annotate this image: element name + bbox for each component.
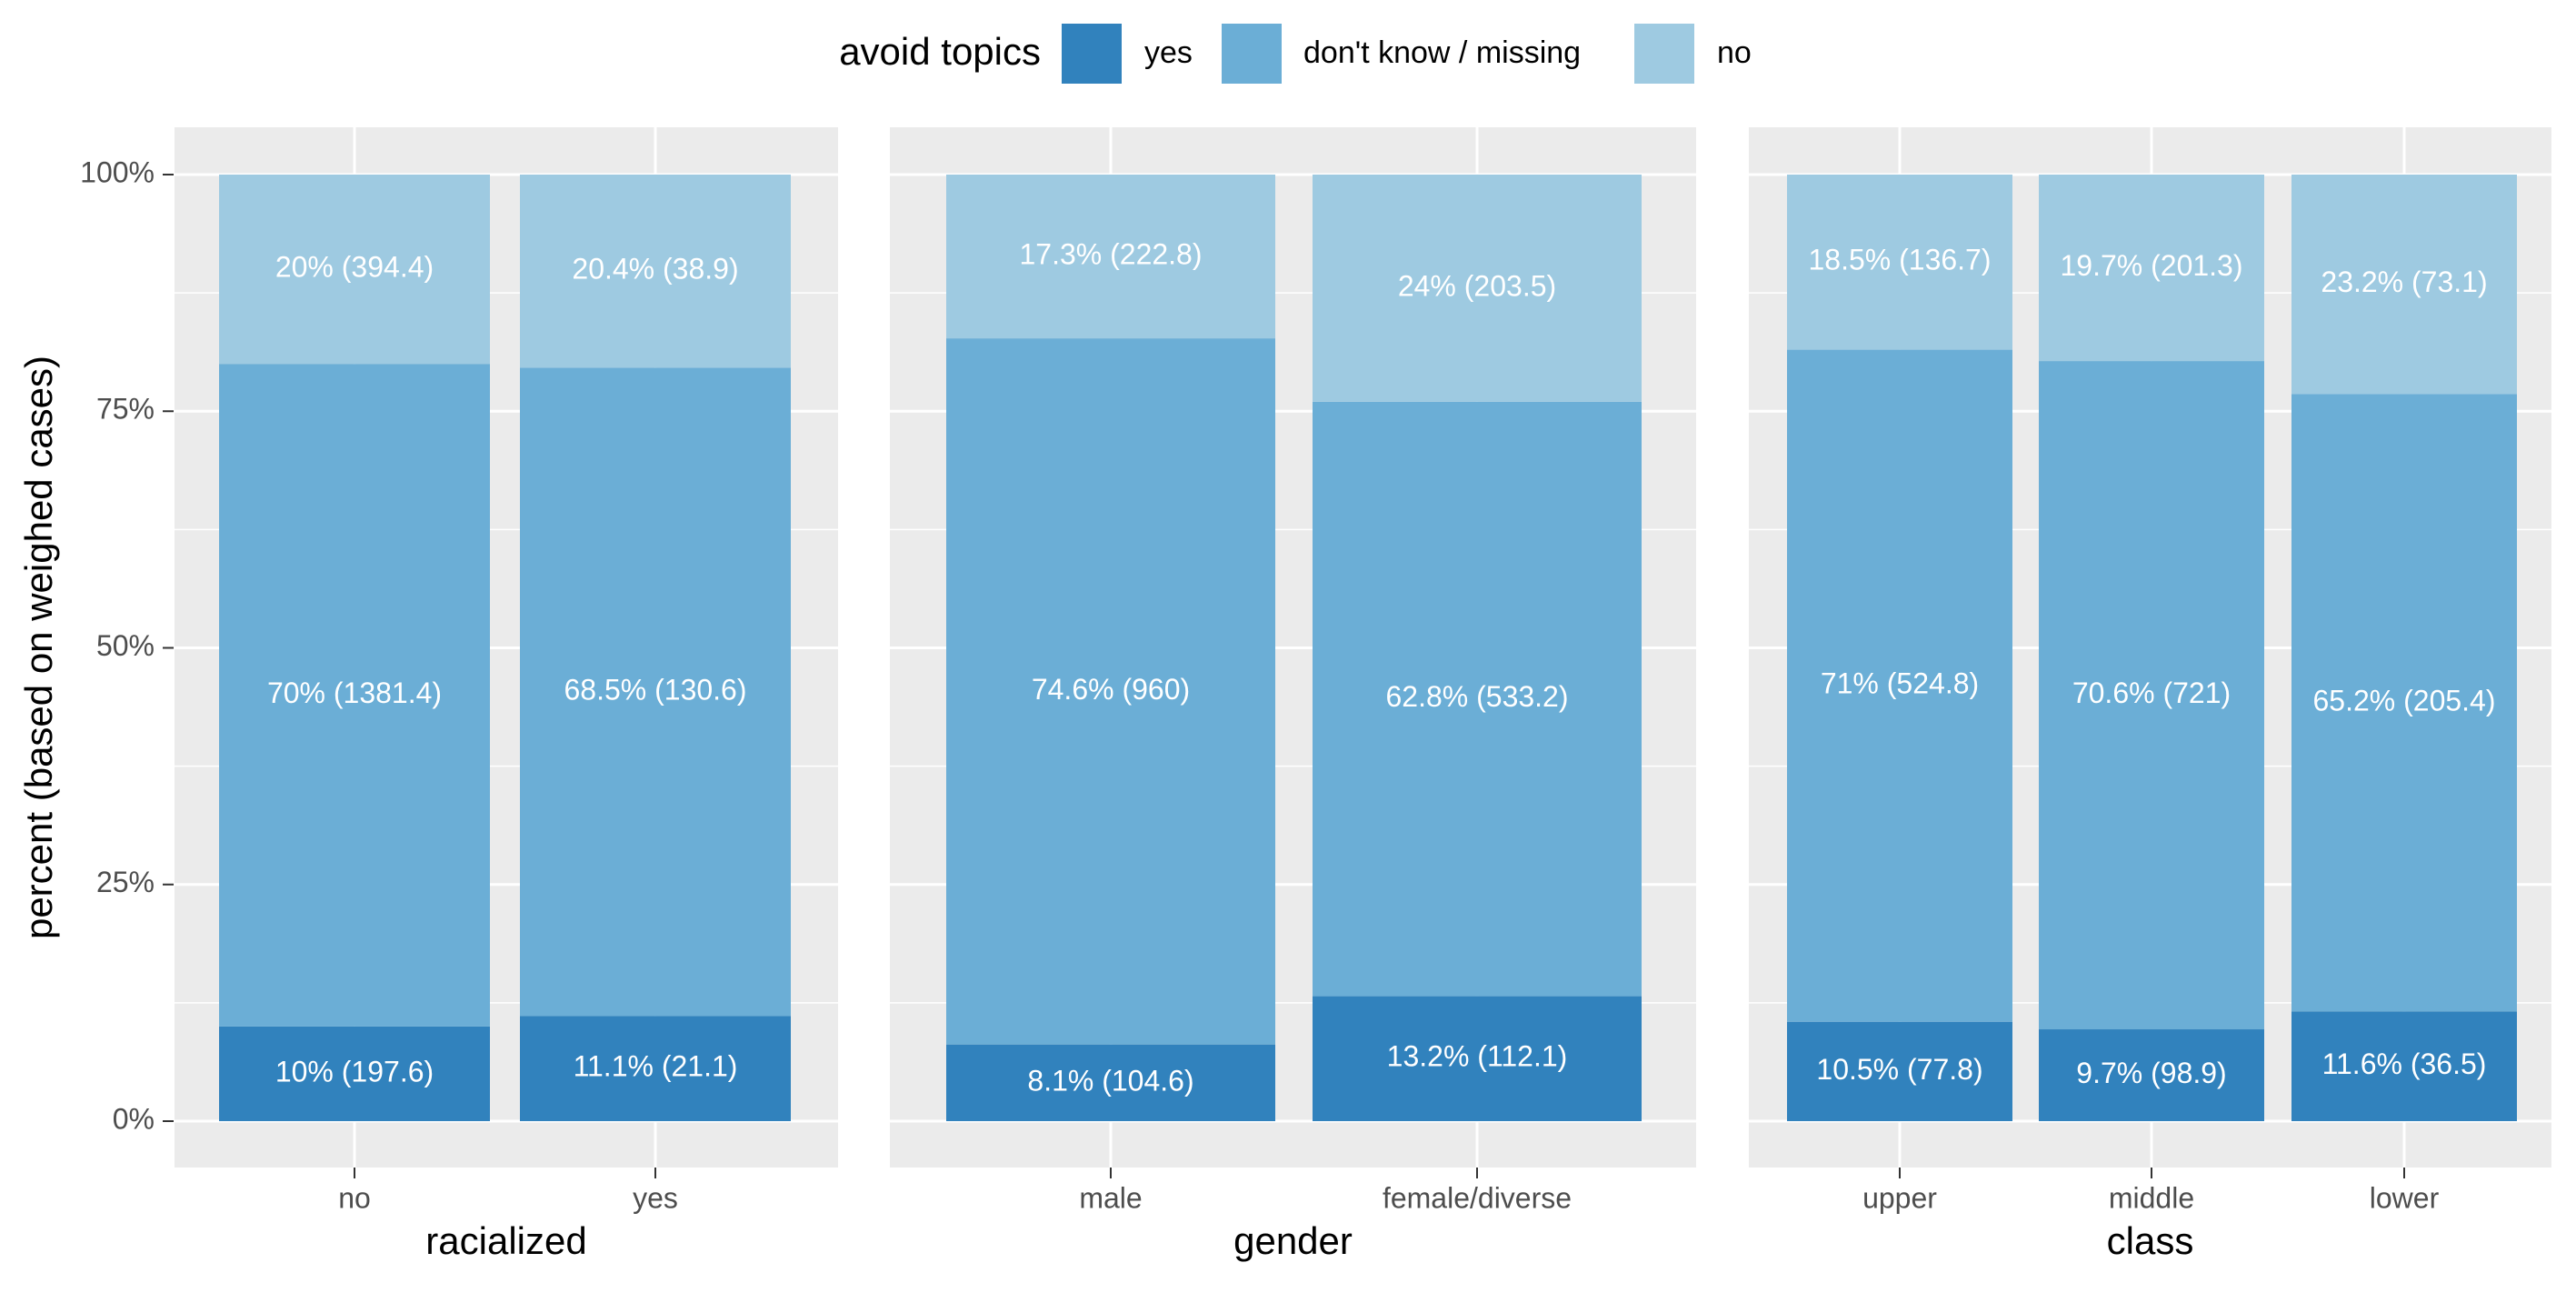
bar-segment-1-0-0 <box>946 1044 1275 1121</box>
bar-label-2-2-1: 65.2% (205.4) <box>2312 684 2495 717</box>
y-tick-label-0: 0% <box>113 1102 155 1135</box>
bar-label-1-0-0: 8.1% (104.6) <box>1027 1064 1193 1097</box>
bar-segment-2-1-2 <box>2039 175 2264 362</box>
y-tick-label-4: 100% <box>80 155 155 188</box>
bar-segment-0-0-1 <box>219 364 490 1027</box>
x-tick-label-2-1: middle <box>2109 1181 2194 1214</box>
legend-label-2: no <box>1717 35 1752 70</box>
bar-label-0-0-1: 70% (1381.4) <box>267 677 442 709</box>
x-tick-label-0-0: no <box>338 1181 371 1214</box>
bar-segment-0-0-2 <box>219 175 490 365</box>
x-tick-label-2-2: lower <box>2370 1181 2440 1214</box>
x-axis-title-1: gender <box>1233 1219 1353 1262</box>
y-tick-label-1: 25% <box>96 866 155 898</box>
bar-label-0-1-0: 11.1% (21.1) <box>574 1050 738 1083</box>
x-tick-label-1-0: male <box>1079 1181 1142 1214</box>
x-axis-title-2: class <box>2107 1219 2194 1262</box>
bar-label-2-2-0: 11.6% (36.5) <box>2322 1047 2487 1080</box>
bar-segment-0-0-0 <box>219 1026 490 1121</box>
bar-label-2-1-1: 70.6% (721) <box>2072 677 2231 709</box>
bar-segment-0-1-1 <box>520 367 791 1017</box>
bar-segment-1-0-1 <box>946 338 1275 1045</box>
bar-segment-2-2-0 <box>2291 1011 2517 1121</box>
bar-segment-2-1-0 <box>2039 1029 2264 1121</box>
bar-segment-1-1-1 <box>1313 401 1642 997</box>
legend-title: avoid topics <box>839 30 1041 73</box>
bar-segment-1-1-0 <box>1313 996 1642 1121</box>
legend-label-0: yes <box>1144 35 1193 70</box>
bar-label-2-0-0: 10.5% (77.8) <box>1816 1053 1982 1086</box>
bar-label-2-1-2: 19.7% (201.3) <box>2060 249 2242 282</box>
x-tick-label-0-1: yes <box>633 1181 678 1214</box>
bar-label-2-0-2: 18.5% (136.7) <box>1808 244 1991 276</box>
bar-label-1-1-1: 62.8% (533.2) <box>1385 680 1568 713</box>
bar-segment-2-0-2 <box>1787 175 2012 350</box>
bar-segment-2-0-1 <box>1787 349 2012 1022</box>
x-tick-label-1-1: female/diverse <box>1383 1181 1572 1214</box>
bar-label-0-0-2: 20% (394.4) <box>275 251 434 284</box>
bar-label-1-0-1: 74.6% (960) <box>1032 673 1190 706</box>
bar-segment-2-0-0 <box>1787 1021 2012 1121</box>
bar-segment-1-0-2 <box>946 175 1275 339</box>
bar-label-1-1-2: 24% (203.5) <box>1398 269 1556 302</box>
legend-label-1: don't know / missing <box>1303 35 1581 70</box>
x-tick-label-2-0: upper <box>1862 1181 1937 1214</box>
bar-label-0-1-1: 68.5% (130.6) <box>564 673 746 706</box>
bar-label-2-2-2: 23.2% (73.1) <box>2321 266 2487 298</box>
bar-segment-2-2-2 <box>2291 175 2517 395</box>
y-tick-label-2: 50% <box>96 629 155 662</box>
bar-label-0-0-0: 10% (197.6) <box>275 1055 434 1088</box>
x-axis-title-0: racialized <box>425 1219 586 1262</box>
legend-swatch-1 <box>1220 22 1283 85</box>
bar-segment-2-1-1 <box>2039 361 2264 1030</box>
bar-segment-0-1-2 <box>520 175 791 368</box>
y-tick-label-3: 75% <box>96 393 155 426</box>
legend-swatch-0 <box>1060 22 1123 85</box>
bar-segment-1-1-2 <box>1313 175 1642 402</box>
bar-label-1-1-0: 13.2% (112.1) <box>1387 1040 1568 1073</box>
y-axis-title: percent (based on weighed cases) <box>17 356 60 939</box>
bar-label-2-1-0: 9.7% (98.9) <box>2076 1057 2226 1089</box>
bar-label-2-0-1: 71% (524.8) <box>1821 667 1979 700</box>
bar-segment-0-1-0 <box>520 1016 791 1121</box>
bar-label-1-0-2: 17.3% (222.8) <box>1019 237 1202 270</box>
bar-label-0-1-2: 20.4% (38.9) <box>572 253 738 286</box>
legend-swatch-2 <box>1632 22 1696 85</box>
bar-segment-2-2-1 <box>2291 394 2517 1012</box>
